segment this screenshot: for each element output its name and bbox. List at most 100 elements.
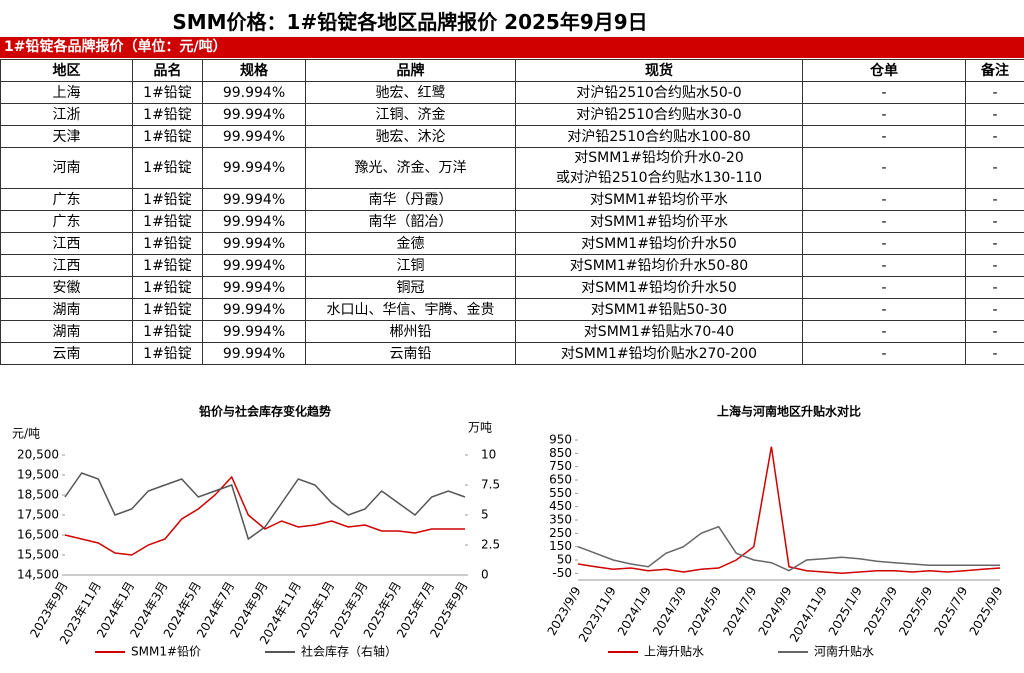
y-tick-label: 350 — [549, 513, 572, 527]
table-cell: 99.994% — [202, 298, 306, 321]
table-cell: 南华（韶冶） — [305, 210, 516, 233]
table-cell: - — [802, 188, 966, 211]
table-cell: 铜冠 — [305, 276, 516, 299]
table-cell: - — [802, 342, 966, 365]
y-tick-label: 14,500 — [17, 568, 59, 582]
series-line — [64, 475, 465, 556]
y2-tick-label: 0 — [481, 568, 489, 582]
y-tick-label: 850 — [549, 446, 572, 460]
page-title: SMM价格：1#铅锭各地区品牌报价 2025年9月9日 — [172, 10, 648, 34]
table-cell: - — [802, 103, 966, 126]
table-cell: 江铜、济金 — [305, 103, 516, 126]
y2-axis-label: 万吨 — [468, 421, 492, 435]
table-cell: 99.994% — [202, 342, 306, 365]
column-header: 品名 — [132, 59, 203, 82]
x-tick-label: 2024/7/9 — [720, 584, 759, 638]
table-cell: 对沪铅2510合约贴水50-0 — [515, 81, 803, 104]
table-row: 广东 1#铅锭 99.994% 南华（韶冶） 对SMM1#铅均价平水 - - — [0, 210, 1024, 233]
table-cell: 江西 — [0, 232, 133, 255]
table-cell: 对SMM1#铅均价贴水270-200 — [515, 342, 803, 365]
table-cell: 金德 — [305, 232, 516, 255]
table-cell: 99.994% — [202, 81, 306, 104]
table-cell: 99.994% — [202, 147, 306, 189]
y-tick-label: 15,500 — [17, 548, 59, 562]
table-cell: - — [965, 232, 1024, 255]
table-row: 江浙 1#铅锭 99.994% 江铜、济金 对沪铅2510合约贴水30-0- - — [0, 103, 1024, 126]
x-tick-label: 2024/5/9 — [685, 584, 724, 638]
table-cell: - — [802, 125, 966, 148]
column-header: 备注 — [965, 59, 1024, 82]
table-cell: 对SMM1#铅均价平水 — [515, 210, 803, 233]
table-cell: 99.994% — [202, 125, 306, 148]
table-cell: 对SMM1#铅均价升水50-80 — [515, 254, 803, 277]
table-row: 云南 1#铅锭 99.994% 云南铅 对SMM1#铅均价贴水270-200- - — [0, 342, 1024, 365]
table-cell: 1#铅锭 — [132, 232, 203, 255]
table-caption: 1#铅锭各品牌报价（单位：元/吨） — [0, 37, 1024, 58]
column-header: 品牌 — [305, 59, 516, 82]
series-line — [577, 525, 1000, 572]
y-tick-label: 450 — [549, 499, 572, 513]
table-cell: 南华（丹霞） — [305, 188, 516, 211]
y2-tick-label: 10 — [481, 448, 496, 462]
table-row: 安徽 1#铅锭 99.994% 铜冠 对SMM1#铅均价升水50- - — [0, 276, 1024, 299]
table-cell: 1#铅锭 — [132, 81, 203, 104]
y2-tick-label: 5 — [481, 508, 489, 522]
table-cell: 湖南 — [0, 320, 133, 343]
y2-tick-label: 2.5 — [481, 538, 500, 552]
table-cell: 对沪铅2510合约贴水30-0 — [515, 103, 803, 126]
table-cell: 99.994% — [202, 188, 306, 211]
table-cell: 99.994% — [202, 103, 306, 126]
legend-label: 社会库存（右轴） — [301, 644, 397, 659]
y-tick-label: 150 — [549, 539, 572, 553]
table-cell: 驰宏、红鹭 — [305, 81, 516, 104]
table-cell: 99.994% — [202, 254, 306, 277]
legend-label: 上海升贴水 — [644, 644, 704, 659]
table-cell: 广东 — [0, 188, 133, 211]
table-cell: - — [965, 103, 1024, 126]
cell-line: 或对沪铅2510合约贴水130-110 — [555, 170, 763, 186]
table-cell: - — [965, 298, 1024, 321]
x-tick-label: 2023/9/9 — [545, 584, 584, 638]
x-tick-label: 2025/1/9 — [826, 584, 865, 638]
table-cell: - — [965, 188, 1024, 211]
table-cell: - — [802, 147, 966, 189]
table-cell: 对SMM1#铅均价升水50 — [515, 276, 803, 299]
x-tick-label: 2025/3/9 — [861, 584, 900, 638]
table-cell: 豫光、济金、万洋 — [305, 147, 516, 189]
table-cell: 1#铅锭 — [132, 320, 203, 343]
table-cell: 云南 — [0, 342, 133, 365]
table-row: 上海 1#铅锭 99.994% 驰宏、红鹭 对沪铅2510合约贴水50-0- - — [0, 81, 1024, 104]
table-cell: 郴州铅 — [305, 320, 516, 343]
table-cell: 安徽 — [0, 276, 133, 299]
table-row: 江西 1#铅锭 99.994% 江铜 对SMM1#铅均价升水50-80- - — [0, 254, 1024, 277]
table-cell: - — [965, 147, 1024, 189]
column-header: 规格 — [202, 59, 306, 82]
table-cell: 江西 — [0, 254, 133, 277]
table-cell: 1#铅锭 — [132, 125, 203, 148]
y-tick-label: 17,500 — [17, 508, 59, 522]
table-cell: 99.994% — [202, 210, 306, 233]
y-tick-label: 550 — [549, 486, 572, 500]
table-cell: 水口山、华信、宇腾、金贵 — [305, 298, 516, 321]
column-header: 仓单 — [802, 59, 966, 82]
y-tick-label: -50 — [552, 566, 572, 580]
table-cell: 1#铅锭 — [132, 103, 203, 126]
table-row: 江西 1#铅锭 99.994% 金德 对SMM1#铅均价升水50- - — [0, 232, 1024, 255]
x-tick-label: 2024/3/9 — [650, 584, 689, 638]
x-tick-label: 2024/1/9 — [615, 584, 654, 638]
table-row: 湖南 1#铅锭 99.994% 郴州铅 对SMM1#铅贴水70-40- - — [0, 320, 1024, 343]
table-cell: - — [802, 232, 966, 255]
table-cell: - — [965, 342, 1024, 365]
y-tick-label: 650 — [549, 473, 572, 487]
y-tick-label: 50 — [557, 553, 572, 567]
table-cell: 1#铅锭 — [132, 188, 203, 211]
table-cell: 99.994% — [202, 320, 306, 343]
x-tick-label: 2025/7/9 — [931, 584, 970, 638]
column-header: 地区 — [0, 59, 133, 82]
table-cell: 湖南 — [0, 298, 133, 321]
y-tick-label: 950 — [549, 433, 572, 447]
table-cell: 1#铅锭 — [132, 298, 203, 321]
table-cell: - — [802, 81, 966, 104]
table-cell: - — [965, 81, 1024, 104]
table-cell: - — [965, 210, 1024, 233]
